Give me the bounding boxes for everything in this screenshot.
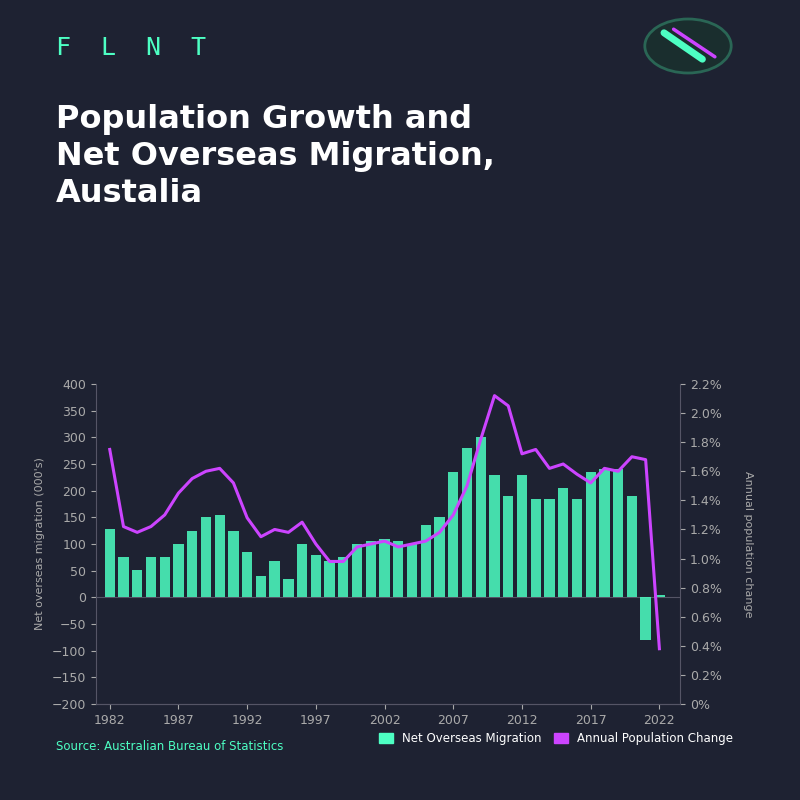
- Bar: [462, 448, 472, 598]
- Text: Source: Australian Bureau of Statistics: Source: Australian Bureau of Statistics: [56, 740, 283, 753]
- Bar: [214, 514, 225, 598]
- Bar: [132, 570, 142, 598]
- Bar: [490, 474, 500, 598]
- Bar: [325, 561, 334, 598]
- Bar: [242, 552, 252, 598]
- Bar: [270, 561, 280, 598]
- Text: F  L  N  T: F L N T: [56, 36, 206, 60]
- Bar: [448, 472, 458, 598]
- Bar: [256, 576, 266, 598]
- Bar: [558, 488, 568, 598]
- Y-axis label: Net overseas migration (000's): Net overseas migration (000's): [35, 458, 45, 630]
- Bar: [105, 529, 115, 598]
- Text: Population Growth and
Net Overseas Migration,
Austalia: Population Growth and Net Overseas Migra…: [56, 104, 495, 209]
- Bar: [228, 530, 238, 598]
- Bar: [626, 496, 637, 598]
- Bar: [654, 594, 665, 598]
- Bar: [366, 542, 376, 598]
- Bar: [503, 496, 514, 598]
- Bar: [310, 554, 321, 598]
- Bar: [352, 544, 362, 598]
- Bar: [530, 498, 541, 598]
- Bar: [283, 578, 294, 598]
- Bar: [159, 558, 170, 598]
- Bar: [544, 498, 554, 598]
- Bar: [572, 498, 582, 598]
- Bar: [434, 518, 445, 598]
- Bar: [613, 470, 623, 598]
- Bar: [407, 544, 417, 598]
- Legend: Net Overseas Migration, Annual Population Change: Net Overseas Migration, Annual Populatio…: [374, 728, 738, 750]
- Bar: [393, 542, 403, 598]
- Bar: [338, 558, 349, 598]
- Bar: [201, 518, 211, 598]
- Bar: [187, 530, 198, 598]
- Circle shape: [645, 19, 731, 73]
- Bar: [517, 474, 527, 598]
- Bar: [118, 558, 129, 598]
- Y-axis label: Annual population change: Annual population change: [742, 470, 753, 618]
- Bar: [586, 472, 596, 598]
- Bar: [421, 526, 431, 598]
- Bar: [599, 470, 610, 598]
- Bar: [641, 598, 650, 640]
- Bar: [146, 558, 156, 598]
- Bar: [174, 544, 184, 598]
- Bar: [379, 538, 390, 598]
- Bar: [297, 544, 307, 598]
- Bar: [475, 438, 486, 598]
